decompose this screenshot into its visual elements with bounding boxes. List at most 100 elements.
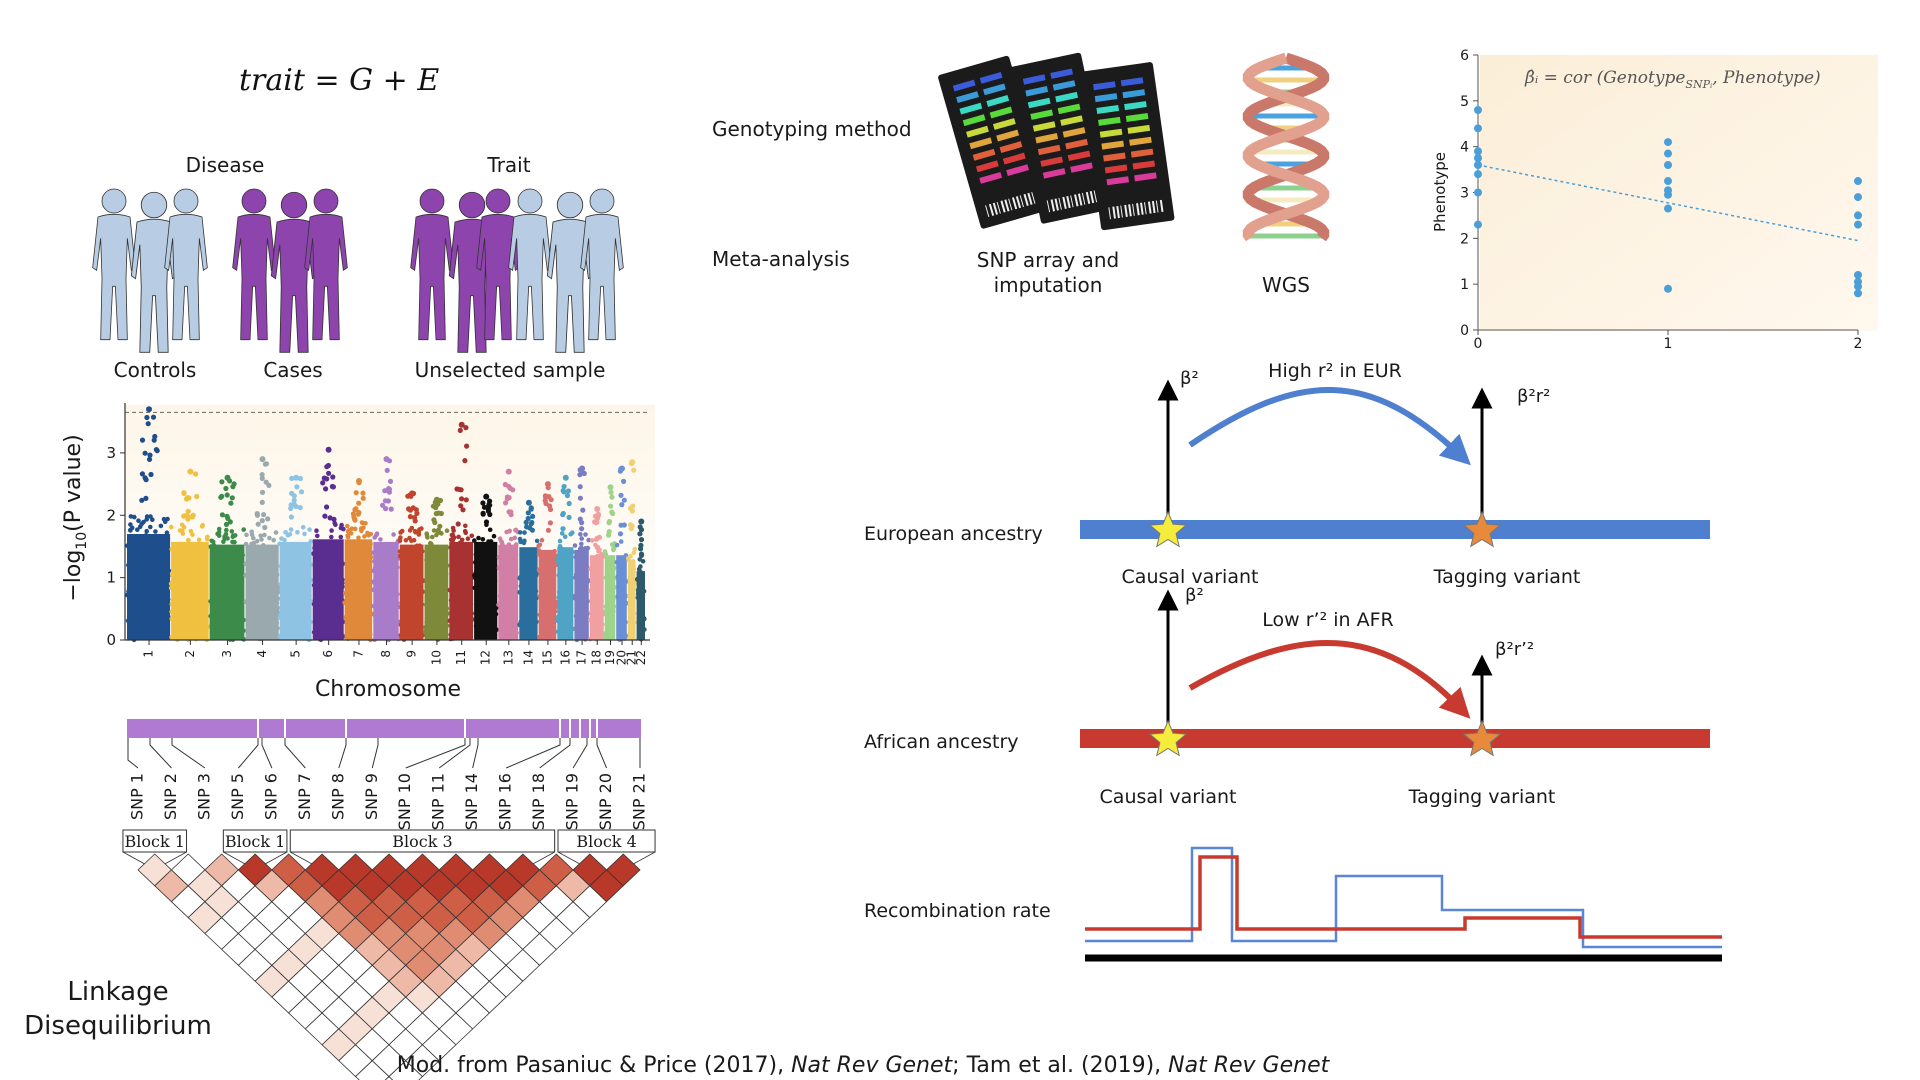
snp-chip-spot — [1125, 112, 1149, 122]
ld-snp-label: SNP 7 — [295, 773, 314, 820]
ld-heatmap-cell — [384, 1076, 394, 1080]
manhattan-chromosome-block — [449, 541, 474, 640]
manhattan-x-tick-label: 2 — [183, 650, 197, 658]
manhattan-top-hit — [483, 493, 490, 500]
manhattan-point — [378, 537, 383, 542]
manhattan-point — [512, 535, 517, 541]
manhattan-peak-point — [259, 489, 266, 495]
manhattan-point — [469, 533, 475, 539]
manhattan-point — [300, 525, 306, 530]
manhattan-peak-point — [456, 486, 462, 492]
eur-causal-variant-label: Causal variant — [1122, 566, 1259, 588]
manhattan-point — [329, 528, 334, 533]
manhattan-point — [618, 539, 624, 544]
snp-chip-barcode — [1120, 205, 1123, 218]
manhattan-top-hit — [409, 490, 416, 497]
ld-block-label: Block 1 — [125, 832, 185, 851]
scatter-x-tick-label: 2 — [1854, 336, 1863, 352]
snp-chip-spot — [1006, 164, 1029, 177]
snp-chip-spot — [1030, 109, 1054, 120]
manhattan-point — [391, 532, 396, 537]
scatter-y-tick-label: 3 — [1460, 186, 1469, 202]
manhattan-peak-point — [606, 518, 613, 525]
scatter-point — [1854, 220, 1862, 229]
manhattan-peak-point — [224, 513, 230, 519]
manhattan-peak-point — [356, 509, 362, 516]
afr-beta2-label: β² — [1185, 585, 1204, 606]
scatter-point — [1854, 211, 1862, 220]
manhattan-point — [302, 531, 307, 537]
manhattan-point — [413, 529, 418, 535]
manhattan-point — [513, 527, 519, 533]
manhattan-peak-point — [145, 421, 151, 427]
ld-snp-connector — [572, 738, 588, 769]
ld-snp-connector — [438, 738, 471, 769]
scatter-y-label: Phenotype — [1431, 152, 1449, 232]
manhattan-peak-point — [530, 513, 536, 520]
scatter-x-tick-label: 0 — [1474, 336, 1483, 352]
manhattan-peak-point — [388, 506, 394, 512]
manhattan-x-tick-label: 6 — [321, 650, 335, 658]
ld-block-box — [557, 829, 656, 853]
linkage-disequilibrium-plot: SNP 1 SNP 2 SNP 3 SNP 5 SNP 6 SNP 7 SNP 8 SNP 9… — [122, 719, 656, 1080]
snp-chip-barcode — [1054, 198, 1059, 211]
manhattan-top-hit — [607, 484, 614, 491]
snp-chip-barcode — [1112, 206, 1116, 219]
manhattan-point — [180, 531, 186, 536]
manhattan-point — [437, 530, 443, 536]
manhattan-peak-point — [462, 458, 468, 464]
snp-chip-barcode — [1089, 190, 1095, 204]
manhattan-peak-point — [577, 472, 583, 478]
manhattan-peak-point — [324, 504, 330, 510]
manhattan-point — [241, 527, 246, 532]
manhattan-point — [244, 532, 249, 538]
scatter-x-tick-label: 1 — [1664, 336, 1673, 352]
manhattan-point — [557, 538, 563, 544]
manhattan-peak-point — [609, 494, 615, 500]
manhattan-point — [614, 542, 620, 548]
manhattan-point — [431, 528, 437, 533]
manhattan-peak-point — [360, 495, 366, 501]
manhattan-peak-point — [617, 531, 624, 537]
snp-array-label-line2: imputation — [994, 273, 1103, 297]
manhattan-point — [216, 529, 222, 535]
manhattan-point — [285, 533, 291, 538]
manhattan-top-hit — [619, 465, 625, 472]
eur-recombination-line — [1085, 846, 1722, 949]
manhattan-point — [128, 522, 133, 527]
manhattan-peak-point — [293, 503, 299, 510]
manhattan-point — [562, 534, 568, 539]
manhattan-point — [356, 535, 361, 541]
case-person — [231, 188, 277, 341]
ld-snp-label: SNP 20 — [596, 773, 615, 830]
snp-chip-barcode — [985, 205, 990, 218]
snp-chip-spot — [1057, 103, 1081, 115]
manhattan-point — [476, 535, 481, 541]
snp-chip-spot — [1022, 74, 1046, 85]
manhattan-peak-point — [481, 504, 488, 510]
manhattan-peak-point — [387, 478, 394, 484]
manhattan-point — [419, 526, 424, 531]
european-ancestry-label: European ancestry — [864, 523, 1043, 545]
manhattan-peak-point — [224, 492, 230, 498]
snp-chip-spot — [1062, 127, 1086, 138]
manhattan-peak-point — [154, 448, 160, 454]
snp-chip-barcode — [1143, 202, 1147, 215]
ld-snp-label: SNP 6 — [261, 773, 280, 820]
manhattan-point — [534, 538, 540, 544]
manhattan-top-hit — [293, 474, 300, 481]
manhattan-point — [640, 559, 646, 564]
manhattan-chromosome-block — [424, 544, 449, 640]
manhattan-point — [158, 523, 164, 529]
manhattan-top-hit — [629, 459, 636, 466]
beta-formula: β̂ᵢ = cor (GenotypeSNPᵢ, Phenotype) — [1524, 68, 1821, 91]
ld-snp-connector — [596, 738, 607, 769]
snp-chip-spot — [979, 171, 1003, 184]
manhattan-point — [254, 538, 260, 544]
scatter-point — [1474, 106, 1482, 114]
manhattan-point — [128, 514, 134, 519]
manhattan-top-hit — [356, 478, 362, 484]
manhattan-point — [456, 534, 461, 540]
snp-chip-spot — [1104, 164, 1128, 174]
eur-tagging-star — [1462, 510, 1502, 548]
